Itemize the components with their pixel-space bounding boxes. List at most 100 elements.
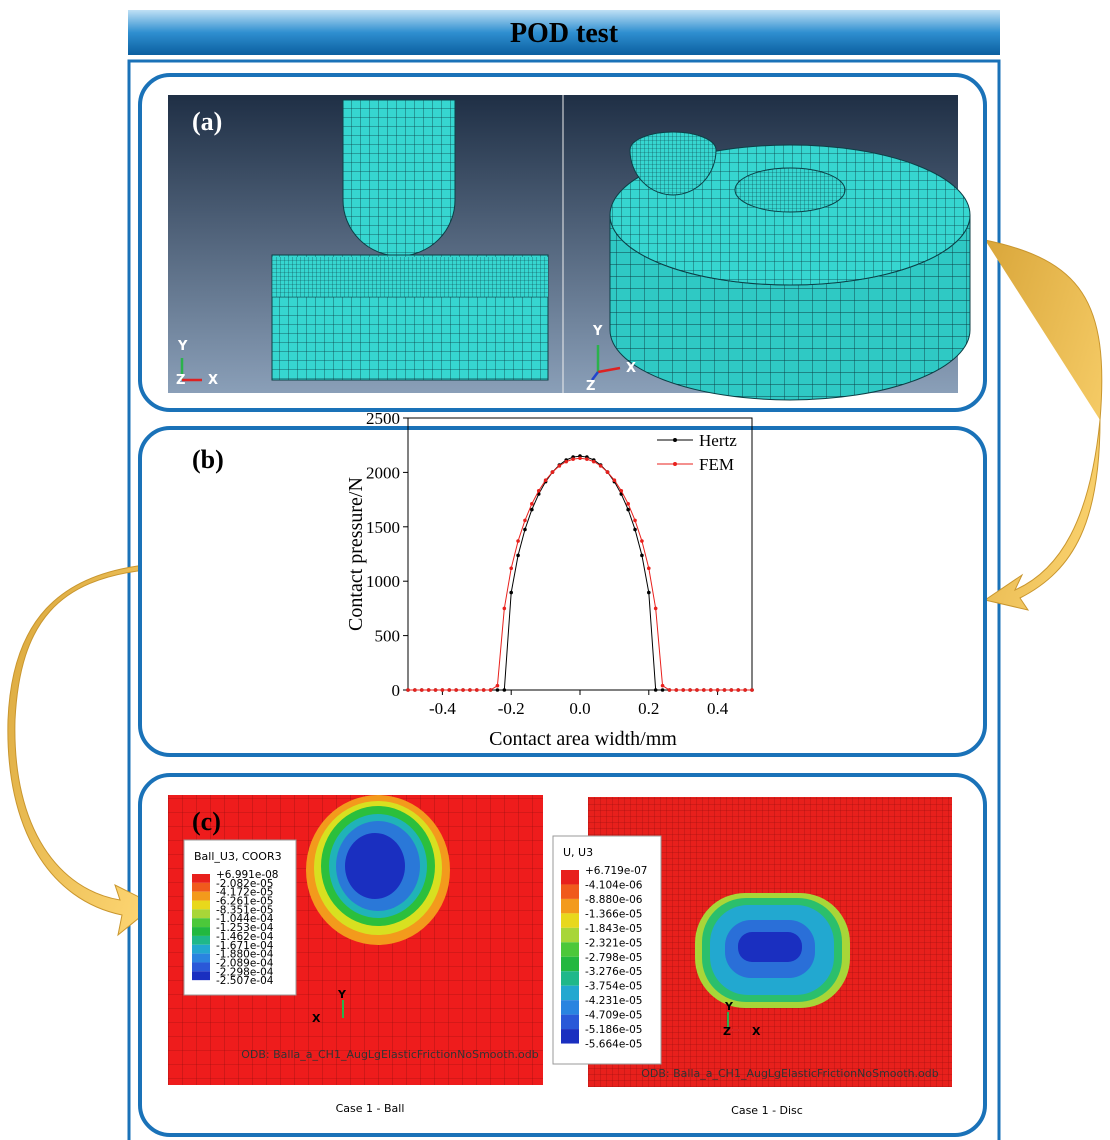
odb-label: ODB: Balla_a_CH1_AugLgElasticFrictionNoS… <box>241 1048 539 1061</box>
y-tick-label: 0 <box>392 681 401 700</box>
data-point <box>523 519 527 523</box>
legend-marker <box>673 438 677 442</box>
data-point <box>736 688 740 692</box>
data-point <box>640 539 644 543</box>
legend-swatch <box>561 942 579 956</box>
legend-swatch <box>192 918 210 927</box>
data-point <box>475 688 479 692</box>
contour-ball <box>306 795 450 945</box>
axis-label: Y <box>724 1000 734 1013</box>
data-point <box>434 688 438 692</box>
legend-value: -1.843e-05 <box>585 923 642 935</box>
data-point <box>702 688 706 692</box>
data-point <box>661 684 665 688</box>
legend-swatch <box>192 883 210 892</box>
contact-zone <box>735 168 845 212</box>
legend-swatch <box>192 936 210 945</box>
axis-label: Z <box>723 1025 731 1038</box>
legend-swatch <box>561 899 579 913</box>
data-point <box>468 688 472 692</box>
data-point <box>633 519 637 523</box>
data-point <box>530 502 534 506</box>
data-point <box>461 688 465 692</box>
data-point <box>619 489 623 493</box>
axis-label: Z <box>586 379 595 394</box>
fine-mesh <box>272 257 548 297</box>
data-point <box>413 688 417 692</box>
data-point <box>743 688 747 692</box>
legend-value: -1.366e-05 <box>585 908 642 920</box>
x-tick-label: 0.0 <box>569 699 590 718</box>
axis-label: X <box>208 373 218 388</box>
data-point <box>750 688 754 692</box>
contour <box>738 932 802 962</box>
x-axis-label: Contact area width/mm <box>489 728 677 750</box>
data-point <box>613 478 617 482</box>
legend-title: U, U3 <box>563 846 593 859</box>
caption: Case 1 - Ball <box>336 1102 405 1115</box>
legend-value: -4.709e-05 <box>585 1010 642 1022</box>
x-tick-label: 0.2 <box>638 699 659 718</box>
legend-label: FEM <box>699 455 734 474</box>
legend-swatch <box>561 957 579 971</box>
axis-label: Z <box>176 373 185 388</box>
data-point <box>420 688 424 692</box>
page: POD test Y Z X Y Z X (a) (b) Contact are… <box>0 0 1110 1140</box>
legend-value: -5.664e-05 <box>585 1039 642 1051</box>
legend-swatch <box>192 954 210 963</box>
data-point <box>592 460 596 464</box>
data-point <box>571 457 575 461</box>
data-point <box>454 688 458 692</box>
x-tick-label: -0.2 <box>498 699 525 718</box>
axis-label: X <box>752 1025 761 1038</box>
data-point <box>723 688 727 692</box>
legend: Ball_U3, COOR3+6.991e-08-2.082e-05-4.172… <box>184 840 296 995</box>
axis-label: X <box>312 1012 321 1025</box>
data-point <box>681 688 685 692</box>
data-point <box>558 464 562 468</box>
legend-swatch <box>192 962 210 971</box>
data-point <box>406 688 410 692</box>
data-point <box>633 528 637 532</box>
title: POD test <box>510 18 619 49</box>
data-point <box>503 688 507 692</box>
legend-swatch <box>561 1029 579 1043</box>
data-point <box>530 508 534 512</box>
y-tick-label: 2500 <box>366 409 400 428</box>
legend-marker <box>673 462 677 466</box>
legend-swatch <box>561 1000 579 1014</box>
panel-label: (c) <box>192 807 221 836</box>
legend-title: Ball_U3, COOR3 <box>194 850 282 863</box>
legend-value: +6.719e-07 <box>585 865 647 877</box>
data-point <box>668 688 672 692</box>
legend-swatch <box>192 909 210 918</box>
y-tick-label: 1500 <box>366 518 400 537</box>
figure: POD test Y Z X Y Z X (a) (b) Contact are… <box>0 0 1110 1140</box>
data-point <box>537 489 541 493</box>
data-point <box>516 539 520 543</box>
data-point <box>716 688 720 692</box>
data-point <box>709 688 713 692</box>
data-point <box>626 502 630 506</box>
legend-swatch <box>192 971 210 980</box>
legend-value: -8.880e-06 <box>585 894 643 906</box>
legend-swatch <box>192 945 210 954</box>
data-point <box>482 688 486 692</box>
axis-label: Y <box>337 988 347 1001</box>
legend-swatch <box>561 928 579 942</box>
x-tick-label: 0.4 <box>707 699 729 718</box>
legend-value: -3.276e-05 <box>585 966 642 978</box>
axis-label: Y <box>177 339 188 354</box>
data-point <box>564 460 568 464</box>
y-axis-label: Contact pressure/N <box>345 477 367 631</box>
legend: U, U3 +6.719e-07 -4.104e-06 -8.880e-06 -1.36… <box>553 836 661 1064</box>
data-point <box>647 591 651 595</box>
data-point <box>688 688 692 692</box>
data-point <box>489 688 493 692</box>
data-point <box>551 470 555 474</box>
legend-value: -4.104e-06 <box>585 879 643 891</box>
legend-swatch <box>192 892 210 901</box>
data-point <box>695 688 699 692</box>
legend-label: Hertz <box>699 431 737 450</box>
legend-value: -2.798e-05 <box>585 952 642 964</box>
